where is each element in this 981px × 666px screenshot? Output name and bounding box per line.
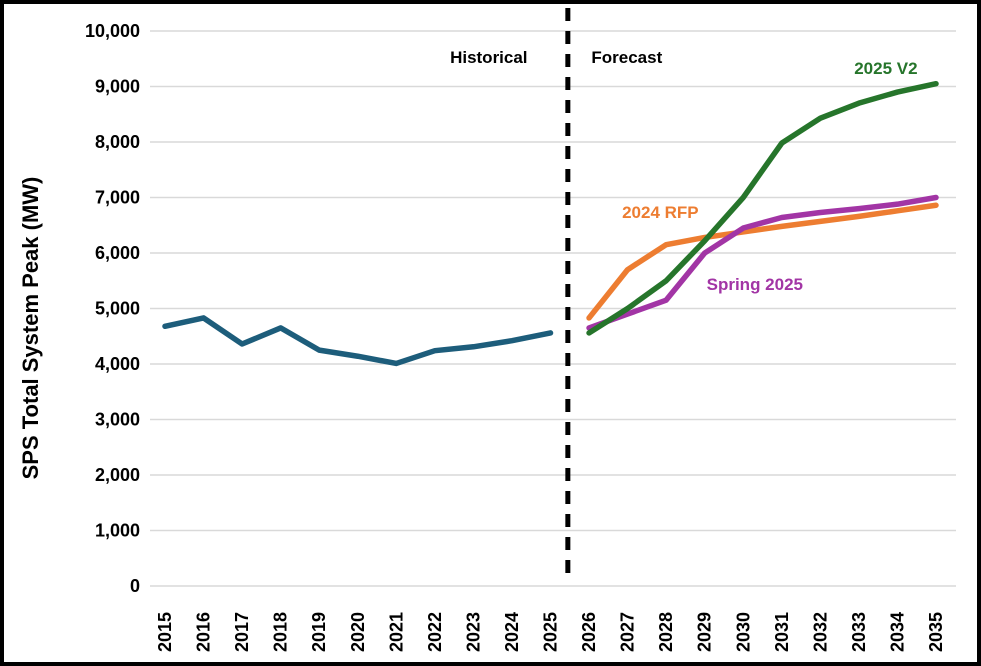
y-tick-label: 2,000 (95, 465, 140, 485)
x-tick-label: 2030 (733, 612, 753, 652)
y-tick-label: 7,000 (95, 188, 140, 208)
y-tick-label: 4,000 (95, 354, 140, 374)
x-tick-label: 2034 (887, 612, 907, 652)
series-line-historical (162, 315, 554, 367)
annotation-2024-rfp: 2024 RFP (622, 203, 699, 222)
y-tick-label: 3,000 (95, 410, 140, 430)
y-tick-label: 10,000 (85, 21, 140, 41)
x-tick-label: 2018 (271, 612, 291, 652)
x-tick-label: 2015 (155, 612, 175, 652)
y-tick-label: 6,000 (95, 243, 140, 263)
annotation-forecast: Forecast (591, 48, 662, 67)
series-line-2025-v2 (586, 80, 939, 336)
x-tick-label: 2025 (541, 612, 561, 652)
y-tick-label: 1,000 (95, 521, 140, 541)
y-tick-label: 5,000 (95, 299, 140, 319)
x-tick-label: 2032 (810, 612, 830, 652)
x-tick-label: 2022 (425, 612, 445, 652)
annotation-historical: Historical (450, 48, 527, 67)
x-tick-label: 2019 (309, 612, 329, 652)
annotation-2025-v2: 2025 V2 (854, 59, 917, 78)
x-tick-label: 2024 (502, 612, 522, 652)
series-line-spring-2025 (586, 194, 939, 331)
x-tick-label: 2035 (926, 612, 946, 652)
x-tick-label: 2023 (463, 612, 483, 652)
annotation-spring-2025: Spring 2025 (707, 275, 803, 294)
y-tick-label: 8,000 (95, 132, 140, 152)
x-tick-label: 2021 (386, 612, 406, 652)
x-tick-label: 2020 (348, 612, 368, 652)
x-tick-label: 2026 (579, 612, 599, 652)
x-tick-label: 2027 (618, 612, 638, 652)
y-tick-label: 0 (130, 576, 140, 596)
y-axis-title: SPS Total System Peak (MW) (18, 177, 43, 480)
x-tick-label: 2016 (194, 612, 214, 652)
x-tick-label: 2028 (656, 612, 676, 652)
series-line-2024-rfp (586, 202, 939, 321)
x-tick-label: 2033 (849, 612, 869, 652)
y-tick-label: 9,000 (95, 77, 140, 97)
x-tick-label: 2031 (772, 612, 792, 652)
x-tick-label: 2029 (695, 612, 715, 652)
x-tick-label: 2017 (232, 612, 252, 652)
